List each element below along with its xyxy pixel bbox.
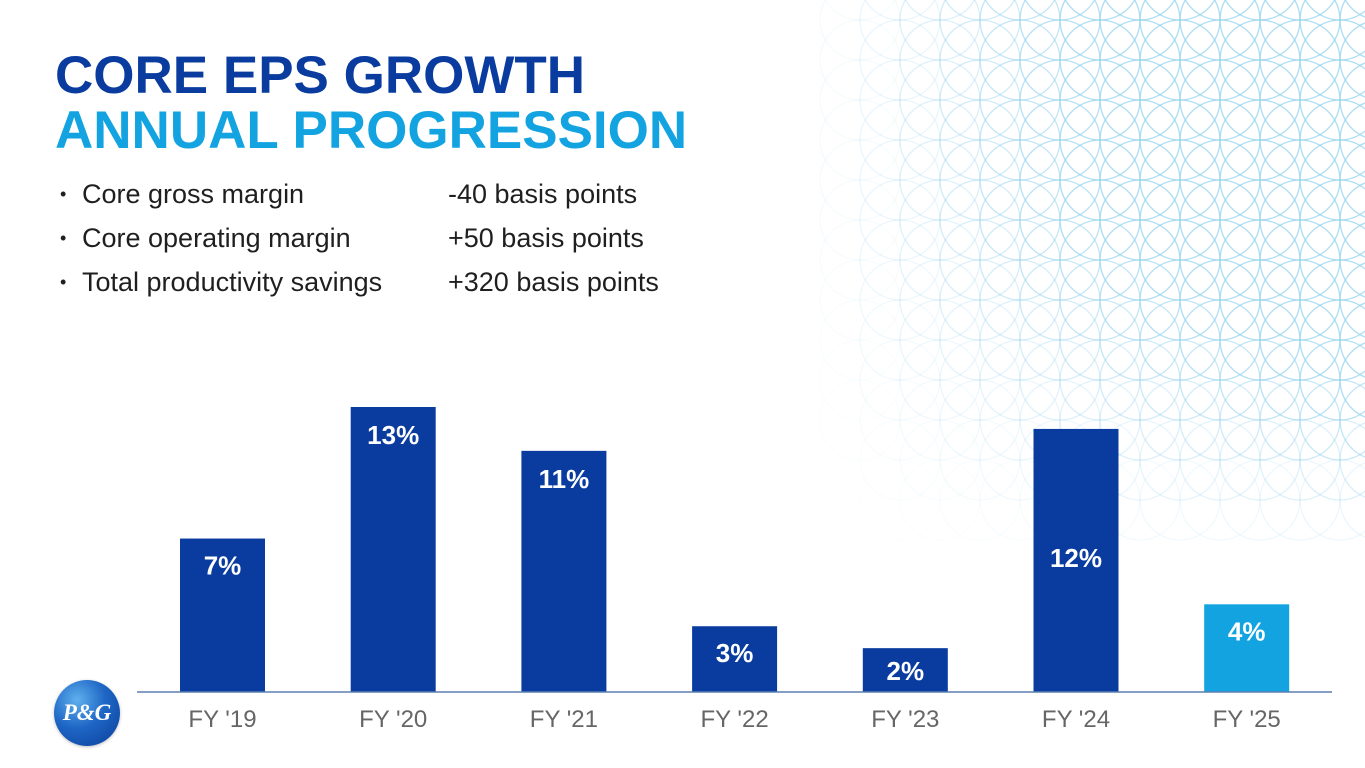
pattern-circle: [939, 259, 1021, 341]
x-tick-label: FY '22: [701, 706, 769, 733]
pattern-circle: [864, 0, 936, 21]
pattern-circle: [859, 339, 941, 421]
pattern-circle: [1139, 419, 1221, 501]
pattern-circle: [859, 19, 941, 101]
pattern-circle: [859, 0, 941, 61]
pattern-circle: [899, 299, 981, 381]
bar: [350, 407, 436, 692]
bullet-marker: •: [60, 272, 67, 292]
pattern-circle: [939, 419, 1021, 501]
pattern-circle: [979, 339, 1061, 421]
pattern-circle: [819, 19, 901, 101]
bullet-value: +320 basis points: [448, 267, 659, 297]
pattern-circle: [1259, 419, 1341, 501]
x-tick-label: FY '21: [530, 706, 598, 733]
pattern-circle: [899, 339, 981, 421]
pattern-circle: [859, 179, 941, 261]
pattern-circle: [1139, 459, 1221, 541]
data-label: 2%: [887, 656, 925, 686]
title-line-2: ANNUAL PROGRESSION: [55, 101, 688, 160]
x-tick-label: FY '23: [871, 706, 939, 733]
pattern-circle: [1179, 419, 1261, 501]
pattern-circle: [859, 99, 941, 181]
pattern-circle: [819, 99, 901, 181]
pattern-circle: [859, 299, 941, 381]
pattern-circle: [819, 299, 901, 381]
bar: [180, 538, 265, 692]
pattern-circle: [859, 259, 941, 341]
pattern-circle: [899, 379, 981, 461]
bar: [1033, 428, 1119, 692]
pattern-circle: [1339, 462, 1365, 538]
pattern-circle: [939, 299, 1021, 381]
bullet-label: Total productivity savings: [82, 267, 383, 297]
pattern-circle: [1179, 459, 1261, 541]
bullet-label: Core operating margin: [82, 223, 351, 253]
pattern-circle: [1059, 339, 1141, 421]
pattern-circle: [899, 419, 981, 501]
bullet-value: +50 basis points: [448, 223, 644, 253]
pg-logo: P&G: [54, 680, 120, 746]
bar: [521, 450, 607, 692]
pg-logo-text: P&G: [62, 700, 112, 725]
pattern-circle: [819, 219, 901, 301]
pattern-circle: [859, 139, 941, 221]
bullet-marker: •: [60, 184, 67, 204]
pattern-circle: [1339, 382, 1365, 458]
data-label: 7%: [204, 551, 242, 581]
data-label: 11%: [539, 464, 590, 494]
pattern-circle: [1259, 459, 1341, 541]
pattern-circle: [1299, 419, 1365, 501]
x-tick-label: FY '25: [1213, 706, 1281, 733]
bullet-value: -40 basis points: [448, 179, 638, 209]
pattern-circle: [904, 0, 976, 21]
x-tick-label: FY '24: [1042, 706, 1110, 733]
pattern-circle: [1299, 379, 1365, 461]
pattern-circle: [1219, 419, 1301, 501]
pattern-circle: [859, 59, 941, 141]
bar: [692, 626, 778, 692]
data-label: 13%: [367, 420, 419, 450]
pattern-circle: [1099, 379, 1181, 461]
x-tick-label: FY '19: [188, 706, 256, 733]
bar: [1204, 604, 1290, 692]
pattern-circle: [819, 139, 901, 221]
data-label: 3%: [716, 638, 754, 668]
pattern-circle: [1139, 379, 1221, 461]
pattern-circle: [819, 0, 901, 61]
pattern-circle: [859, 219, 941, 301]
pattern-circle: [859, 379, 941, 461]
title-line-1: CORE EPS GROWTH: [55, 46, 586, 105]
pattern-circle: [939, 339, 1021, 421]
pattern-circle: [819, 59, 901, 141]
pattern-circle: [1339, 422, 1365, 498]
pattern-circle: [824, 0, 896, 21]
pattern-circle: [1299, 459, 1365, 541]
pattern-circle: [859, 419, 941, 501]
bullet-marker: •: [60, 228, 67, 248]
pattern-circle: [899, 219, 981, 301]
pattern-circle: [979, 379, 1061, 461]
pattern-circle: [899, 459, 981, 541]
pattern-circle: [899, 259, 981, 341]
pattern-circle: [979, 299, 1061, 381]
pattern-circle: [1179, 379, 1261, 461]
pattern-circle: [1219, 459, 1301, 541]
pattern-circle: [939, 459, 1021, 541]
pattern-circle: [1019, 339, 1101, 421]
pattern-circle: [819, 259, 901, 341]
pattern-circle: [939, 379, 1021, 461]
pattern-circle: [819, 179, 901, 261]
data-label: 4%: [1228, 616, 1266, 646]
x-tick-label: FY '20: [359, 706, 427, 733]
bullet-label: Core gross margin: [82, 179, 305, 209]
pattern-circle: [819, 339, 901, 421]
data-label: 12%: [1050, 543, 1102, 573]
bar: [862, 648, 948, 692]
